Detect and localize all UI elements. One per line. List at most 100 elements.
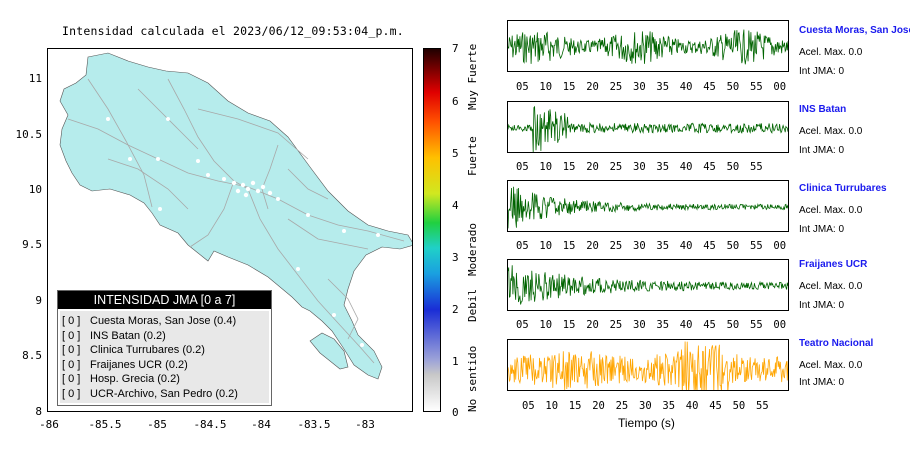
time-axis-label: Tiempo (s) — [618, 416, 675, 430]
station-jma: Int JMA: 0 — [799, 377, 845, 388]
time-tick-label: 40 — [679, 240, 693, 252]
time-tick-label: 55 — [756, 400, 769, 412]
lat-tick: 10.5 — [15, 128, 43, 141]
station-accel: Acel. Max. 0.0 — [799, 360, 863, 371]
lat-tick: 9 — [35, 294, 42, 307]
station-jma: Int JMA: 0 — [799, 224, 845, 235]
lon-tick: -84.5 — [193, 418, 227, 431]
time-tick-label: 30 — [633, 81, 646, 93]
legend-station: Cuesta Moras, San Jose (0.4) — [90, 315, 237, 327]
waveform-line — [508, 341, 788, 390]
trace-time-axis: 05 10 15 20 25 30 35 40 45 50 55 00 — [507, 319, 797, 333]
time-tick-label: 00 — [773, 81, 787, 93]
waveform — [508, 105, 788, 152]
time-tick-label: 40 — [679, 319, 693, 331]
waveform-line — [508, 265, 788, 305]
colorbar-label: No sentido — [466, 345, 479, 412]
trace-time-axis: 05 10 15 20 25 30 35 40 45 50 55 00 — [507, 81, 797, 95]
time-tick-label: 45 — [703, 240, 716, 252]
time-tick-label: 35 — [656, 81, 670, 93]
station-accel: Acel. Max. 0.0 — [799, 47, 863, 58]
legend-level: [ 0 ] — [62, 344, 81, 356]
time-tick-label: 50 — [726, 240, 740, 252]
time-tick-label: 10 — [545, 400, 559, 412]
time-tick-label: 50 — [732, 400, 746, 412]
station-jma: Int JMA: 0 — [799, 300, 845, 311]
station-jma: Int JMA: 0 — [799, 66, 845, 77]
colorbar-tick: 1 — [452, 355, 459, 368]
time-tick-label: 05 — [516, 81, 529, 93]
time-tick-label: 50 — [726, 161, 740, 173]
time-tick-label: 40 — [679, 81, 693, 93]
time-tick-label: 15 — [562, 161, 576, 173]
trace-plot[interactable] — [507, 180, 789, 232]
lat-tick: 8 — [35, 405, 42, 418]
time-tick-label: 15 — [562, 81, 576, 93]
time-tick-label: 25 — [609, 319, 623, 331]
time-tick-label: 10 — [539, 319, 553, 331]
colorbar-label: Fuerte — [466, 136, 479, 176]
time-tick-label: 35 — [662, 400, 676, 412]
colorbar-tick: 5 — [452, 147, 459, 160]
lat-tick: 9.5 — [22, 238, 42, 251]
time-tick-label: 45 — [703, 161, 716, 173]
legend-list: [ 0 ] Cuesta Moras, San Jose (0.4) [ 0 ] I… — [60, 311, 269, 403]
colorbar-tick: 7 — [452, 42, 459, 55]
legend-level: [ 0 ] — [62, 358, 81, 371]
legend-title: INTENSIDAD JMA [0 a 7] — [58, 291, 271, 309]
time-tick-label: 20 — [586, 319, 599, 331]
trace-plot[interactable] — [507, 101, 789, 153]
time-tick-label: 45 — [709, 400, 722, 412]
time-tick-label: 25 — [609, 81, 623, 93]
colorbar-tick: 0 — [452, 406, 459, 419]
time-tick-label: 05 — [516, 240, 529, 252]
trace-time-axis: 05 10 15 20 25 30 35 40 45 50 55 — [507, 400, 797, 414]
legend-station: UCR-Archivo, San Pedro (0.2) — [90, 387, 238, 400]
time-tick-label: 30 — [633, 161, 646, 173]
legend-station: Fraijanes UCR (0.2) — [90, 358, 188, 371]
colorbar-tick: 3 — [452, 251, 459, 264]
legend-item: [ 0 ] INS Batan (0.2) — [62, 329, 269, 344]
legend-station: Clinica Turrubares (0.2) — [90, 344, 205, 356]
station-accel: Acel. Max. 0.0 — [799, 126, 863, 137]
waveform — [508, 265, 788, 305]
map-title: Intensidad calculada el 2023/06/12_09:53… — [62, 24, 404, 38]
legend-level: [ 0 ] — [62, 373, 81, 385]
colorbar-tick: 2 — [452, 303, 459, 316]
station-accel: Acel. Max. 0.0 — [799, 281, 863, 292]
legend-station: INS Batan (0.2) — [90, 329, 166, 342]
map-canvas — [59, 52, 412, 380]
time-tick-label: 05 — [516, 161, 529, 173]
costa-rica-landmass — [59, 52, 412, 380]
trace-plot[interactable] — [507, 20, 789, 72]
intensity-colorbar — [423, 48, 441, 412]
time-tick-label: 10 — [539, 81, 553, 93]
legend-item: [ 0 ] Fraijanes UCR (0.2) — [62, 358, 269, 373]
station-name: Clinica Turrubares — [799, 183, 887, 194]
trace-plot[interactable] — [507, 339, 789, 391]
time-tick-label: 25 — [615, 400, 629, 412]
station-jma: Int JMA: 0 — [799, 145, 845, 156]
trace-plot[interactable] — [507, 259, 789, 311]
time-tick-label: 45 — [703, 319, 716, 331]
time-tick-label: 20 — [592, 400, 605, 412]
lat-tick: 8.5 — [22, 349, 42, 362]
station-name: Cuesta Moras, San Jose — [799, 25, 910, 36]
time-tick-label: 55 — [750, 161, 763, 173]
time-tick-label: 15 — [562, 319, 576, 331]
colorbar-label: Debil — [466, 288, 479, 322]
legend-item: [ 0 ] Clinica Turrubares (0.2) — [62, 343, 269, 358]
colorbar-label: Muy Fuerte — [466, 43, 479, 110]
time-tick-label: 35 — [656, 161, 670, 173]
time-tick-label: 25 — [609, 240, 623, 252]
time-tick-label: 55 — [750, 319, 763, 331]
waveform — [508, 341, 788, 390]
intensity-legend: INTENSIDAD JMA [0 a 7] [ 0 ] Cuesta Moras… — [57, 290, 272, 406]
time-tick-label: 20 — [586, 161, 599, 173]
legend-level: [ 0 ] — [62, 329, 81, 342]
time-tick-label: 35 — [656, 319, 670, 331]
legend-item: [ 0 ] Hosp. Grecia (0.2) — [62, 372, 269, 387]
waveform — [508, 186, 788, 229]
legend-item: [ 0 ] Cuesta Moras, San Jose (0.4) — [62, 314, 269, 329]
time-tick-label: 50 — [726, 319, 740, 331]
